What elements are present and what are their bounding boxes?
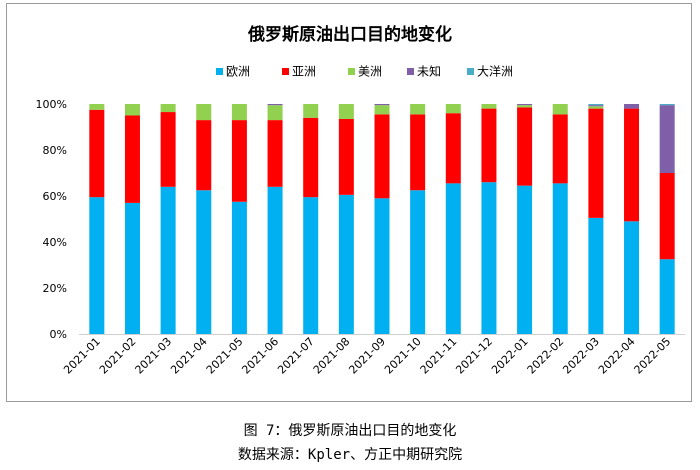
bar-segment-2022-05-3 (659, 105, 675, 173)
bar-segment-2021-02-2 (124, 104, 140, 116)
y-tick-label: 100% (36, 98, 67, 111)
x-tick-label: 2021-02 (97, 335, 139, 377)
bar-segment-2021-11-0 (445, 183, 461, 334)
bar-segment-2021-06-3 (267, 104, 283, 106)
y-tick-label: 0% (50, 328, 67, 341)
x-tick-label: 2021-09 (346, 335, 388, 377)
bar-segment-2021-03-0 (160, 186, 176, 334)
bar-segment-2022-01-1 (517, 107, 533, 186)
bar-segment-2021-11-1 (445, 113, 461, 184)
bar-segment-2021-06-0 (267, 186, 283, 334)
x-axis: 2021-012021-022021-032021-042021-052021-… (61, 334, 685, 377)
chart-title: 俄罗斯原油出口目的地变化 (247, 24, 452, 45)
x-tick-label: 2022-05 (632, 335, 674, 377)
figure-caption: 图 7：俄罗斯原油出口目的地变化 (243, 423, 457, 439)
bar-segment-2021-09-3 (374, 104, 390, 106)
bar-segment-2021-10-0 (410, 190, 426, 334)
bar-segment-2021-09-2 (374, 105, 390, 115)
bar-segment-2021-12-0 (481, 182, 497, 334)
y-tick-label: 60% (43, 190, 67, 203)
bar-segment-2022-03-2 (588, 106, 604, 109)
bar-segment-2021-12-1 (481, 108, 497, 183)
x-tick-label: 2021-07 (275, 335, 317, 377)
bar-segment-2021-07-1 (303, 117, 319, 198)
bar-segment-2021-04-2 (196, 104, 212, 121)
bar-segment-2021-02-0 (124, 202, 140, 334)
bar-segment-2021-03-1 (160, 112, 176, 187)
bar-segment-2021-06-1 (267, 120, 283, 187)
x-tick-label: 2021-06 (239, 335, 281, 377)
bar-segment-2022-01-3 (517, 104, 533, 106)
bar-segment-2021-01-0 (89, 197, 105, 334)
bar-segment-2021-03-2 (160, 104, 176, 113)
bar-segment-2021-01-2 (89, 104, 105, 110)
x-tick-label: 2021-04 (168, 335, 210, 377)
bar-segment-2021-05-1 (231, 120, 247, 202)
bar-segment-2021-05-2 (231, 104, 247, 121)
y-axis: 0% 20% 40% 60% 80% 100% (36, 98, 67, 341)
bar-segment-2021-07-2 (303, 104, 319, 118)
x-tick-label: 2021-01 (61, 335, 103, 377)
legend-label-0: 欧洲 (226, 65, 250, 79)
bar-segment-2022-05-0 (659, 259, 675, 334)
bar-segment-2022-05-4 (659, 104, 675, 106)
bar-segment-2022-03-1 (588, 108, 604, 218)
legend-label-2: 美洲 (358, 65, 382, 79)
legend-label-1: 亚洲 (292, 65, 316, 79)
legend-swatch-1 (282, 68, 289, 75)
bar-segment-2022-02-1 (552, 114, 568, 184)
bar-segment-2021-02-1 (124, 115, 140, 203)
x-tick-label: 2021-08 (311, 335, 353, 377)
x-tick-label: 2021-12 (453, 335, 495, 377)
bar-segment-2022-03-0 (588, 217, 604, 334)
source-caption: 数据来源：Kpler、方正中期研究院 (237, 447, 463, 463)
x-tick-label: 2021-10 (382, 335, 424, 377)
legend-swatch-3 (407, 68, 414, 75)
bar-segment-2022-05-1 (659, 173, 675, 260)
bars (89, 104, 675, 334)
bar-segment-2021-04-0 (196, 190, 212, 334)
legend-swatch-0 (216, 68, 223, 75)
x-tick-label: 2021-11 (418, 335, 460, 377)
bar-segment-2022-02-0 (552, 183, 568, 334)
y-tick-label: 40% (43, 236, 67, 249)
bar-segment-2022-04-3 (624, 104, 640, 109)
bar-segment-2021-08-2 (338, 104, 354, 119)
bar-segment-2022-01-0 (517, 185, 533, 334)
legend: 欧洲 亚洲 美洲 未知 大洋洲 (216, 64, 513, 79)
bar-segment-2022-01-2 (517, 105, 533, 108)
bar-segment-2022-03-4 (588, 104, 604, 106)
x-tick-label: 2022-03 (560, 335, 602, 377)
bar-segment-2021-01-1 (89, 109, 105, 198)
bar-segment-2021-09-0 (374, 198, 390, 334)
bar-segment-2021-05-0 (231, 201, 247, 334)
bar-segment-2022-02-2 (552, 104, 568, 115)
bar-segment-2021-09-1 (374, 114, 390, 199)
bar-segment-2021-10-2 (410, 104, 426, 115)
x-tick-label: 2021-03 (133, 335, 175, 377)
bar-segment-2022-03-3 (588, 105, 604, 107)
bar-segment-2021-11-2 (445, 104, 461, 114)
bar-segment-2021-06-2 (267, 105, 283, 121)
x-tick-label: 2021-05 (204, 335, 246, 377)
legend-swatch-4 (467, 68, 474, 75)
bar-segment-2021-10-1 (410, 114, 426, 191)
legend-label-4: 大洋洲 (477, 64, 513, 79)
y-tick-label: 80% (43, 144, 67, 157)
x-tick-label: 2022-02 (525, 335, 567, 377)
bar-segment-2021-12-2 (481, 104, 497, 109)
bar-segment-2021-08-1 (338, 118, 354, 195)
legend-swatch-2 (348, 68, 355, 75)
stacked-bar-chart: 俄罗斯原油出口目的地变化 欧洲 亚洲 美洲 未知 大洋洲 0% 20% 40% 60% 80% 1… (36, 24, 685, 377)
y-tick-label: 20% (43, 282, 67, 295)
bar-segment-2021-07-0 (303, 197, 319, 334)
x-tick-label: 2022-04 (596, 335, 638, 377)
bar-segment-2022-04-1 (624, 108, 640, 222)
bar-segment-2021-04-1 (196, 120, 212, 191)
chart-frame: 俄罗斯原油出口目的地变化 欧洲 亚洲 美洲 未知 大洋洲 0% 20% 40% 60% 80% 1… (6, 3, 692, 402)
bar-segment-2022-04-0 (624, 221, 640, 334)
legend-label-3: 未知 (417, 65, 441, 79)
x-tick-label: 2022-01 (489, 335, 531, 377)
bar-segment-2021-08-0 (338, 194, 354, 334)
